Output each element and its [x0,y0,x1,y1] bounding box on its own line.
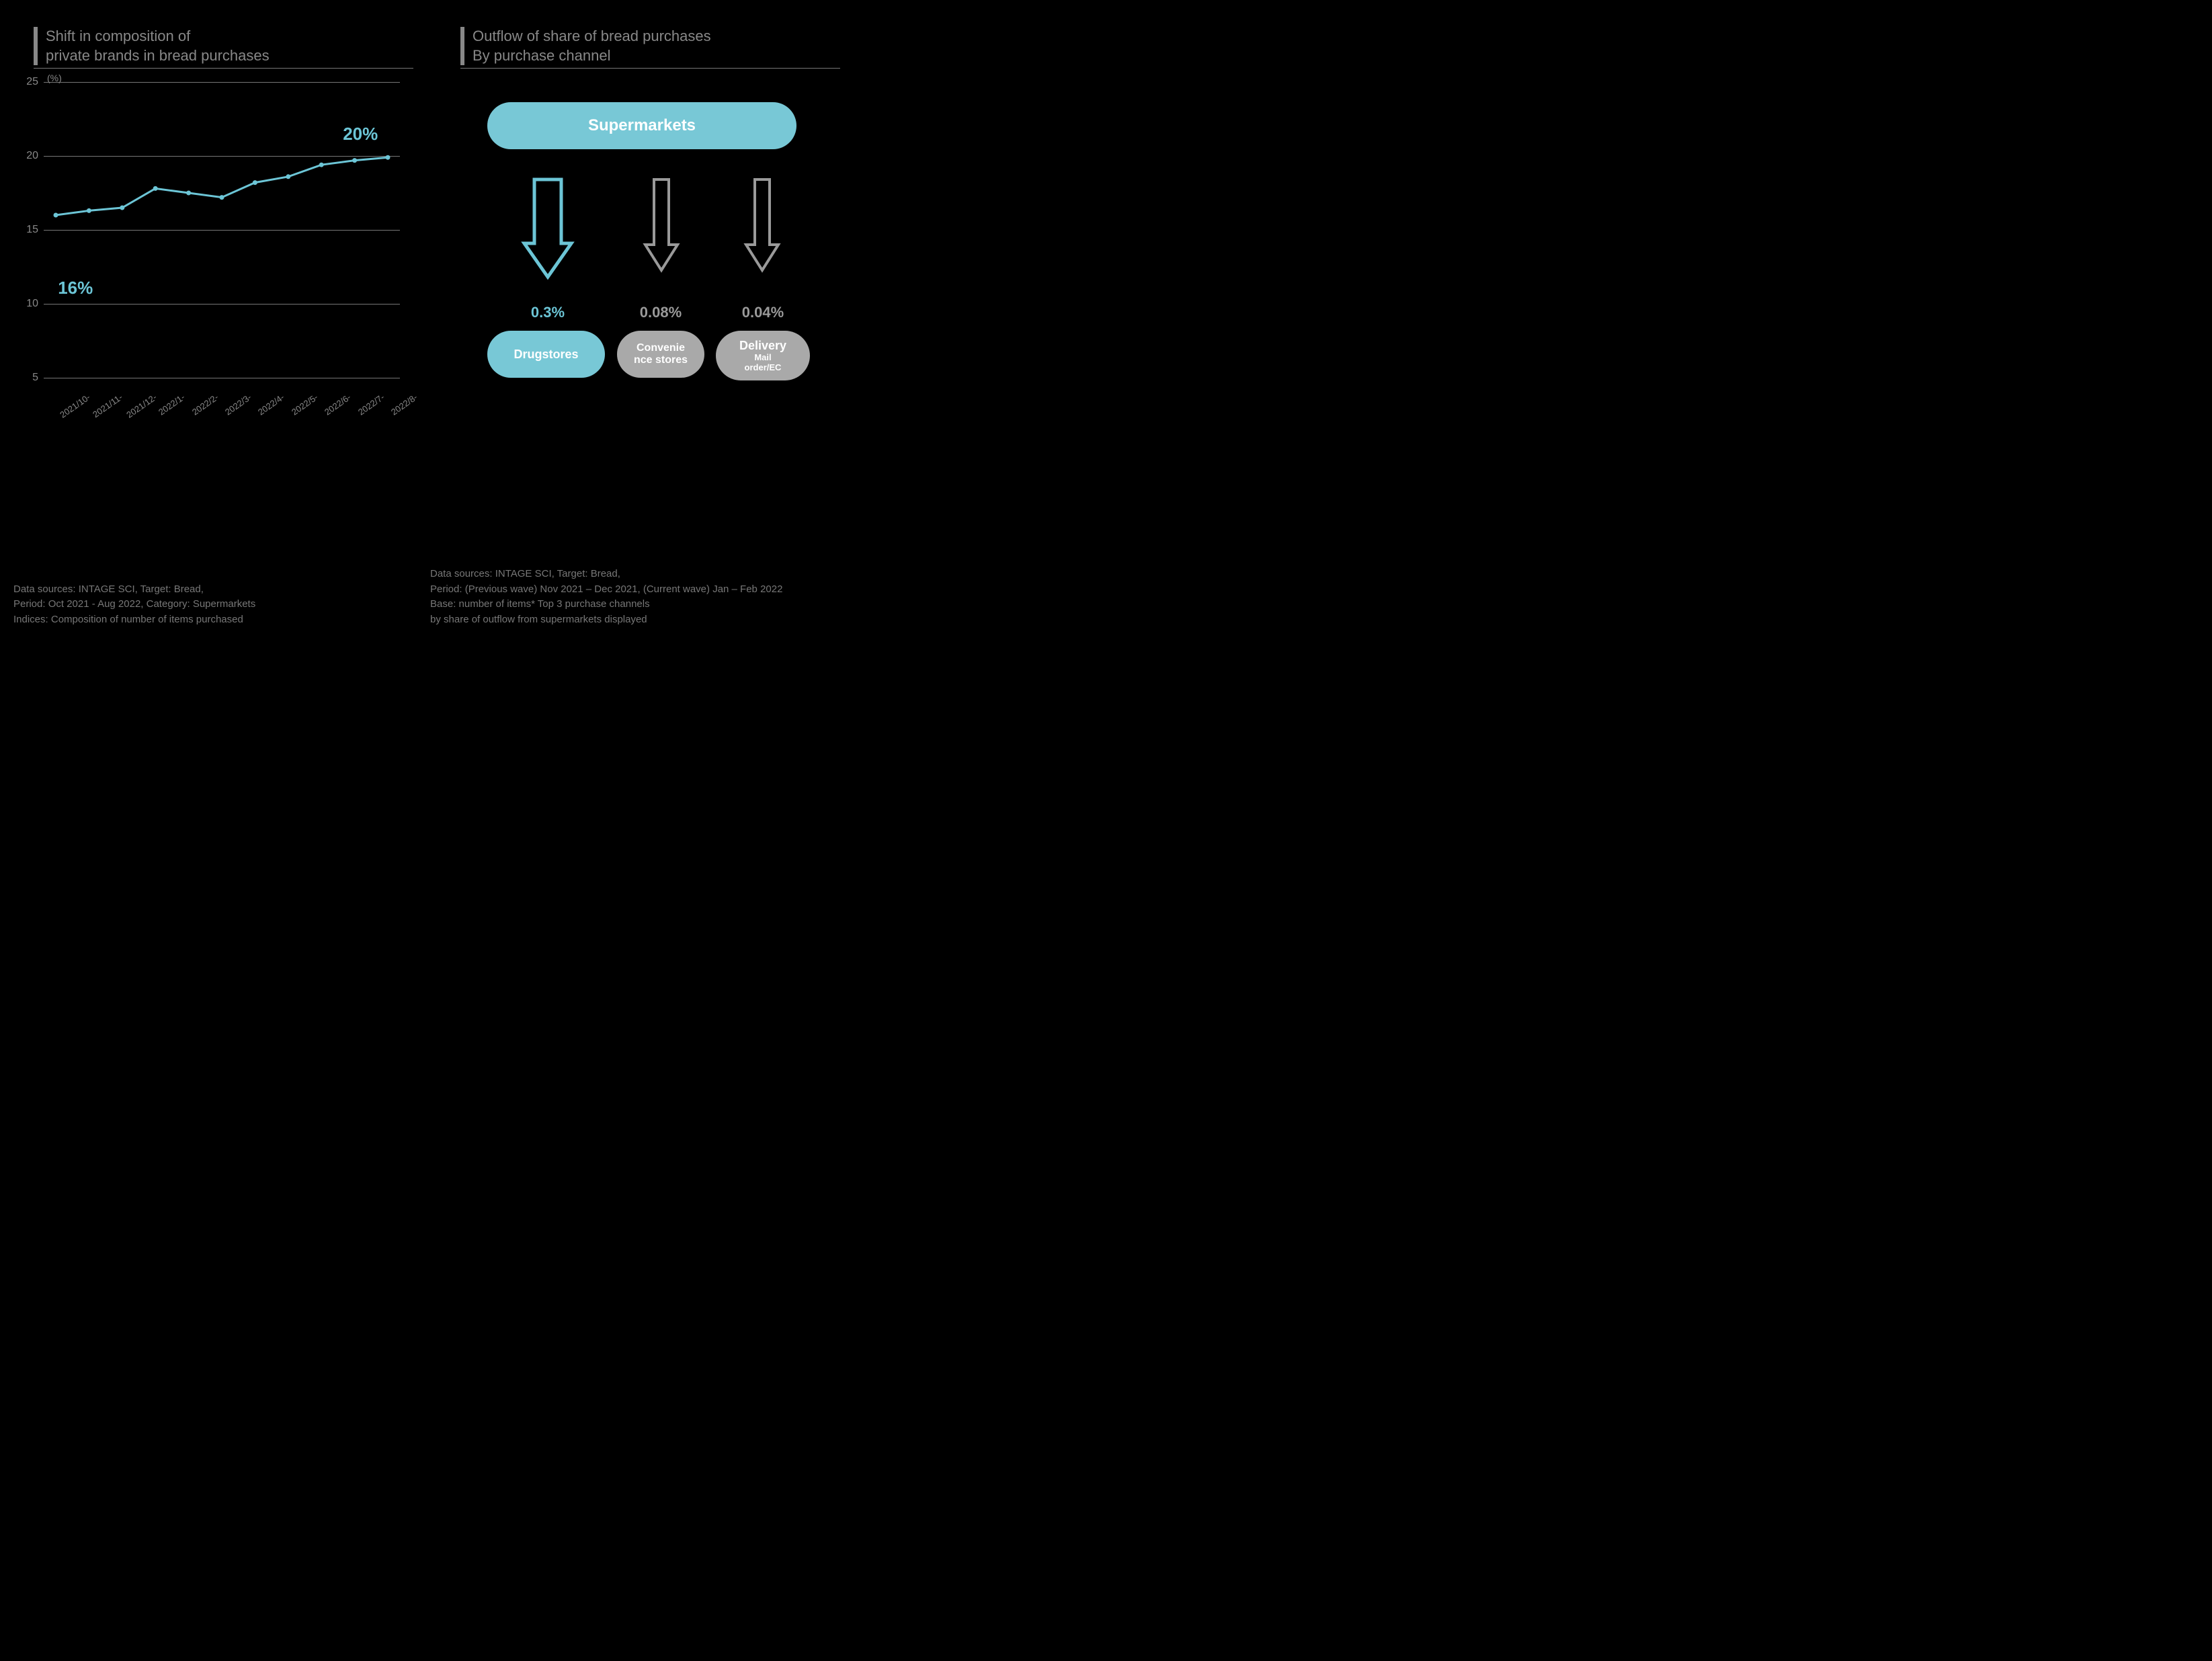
left-title-underline [34,68,413,69]
footnote-line: Period: (Previous wave) Nov 2021 – Dec 2… [430,582,847,598]
footnote-line: Period: Oct 2021 - Aug 2022, Category: S… [13,597,390,612]
flow-percent-2: 0.04% [723,304,803,321]
footnote-line: by share of outflow from supermarkets di… [430,612,847,628]
flow-arrow-1 [642,176,681,277]
left-title-line1: Shift in composition of [46,28,190,44]
x-tick-label: 2022/8- [389,392,419,417]
y-tick-label: 5 [18,372,38,384]
flow-source-pill: Supermarkets [487,102,796,149]
flow-target-pill-1: Convenience stores [617,331,704,378]
flow-diagram: Supermarkets 0.3% 0.08% 0.04% Drugstores Conv… [440,102,830,465]
flow-target-pill-0: Drugstores [487,331,605,378]
flow-target-pill-2: DeliveryMailorder/EC [716,331,810,380]
slide-container: Shift in composition of private brands i… [13,27,840,627]
flow-arrow-0 [521,176,575,284]
left-title-line2: private brands in bread purchases [46,47,270,64]
flow-target-label-line: Convenie [637,342,685,354]
x-tick-label: 2022/5- [290,392,320,417]
y-tick-label: 10 [18,298,38,310]
x-tick-label: 2022/2- [190,392,220,417]
right-title-line1: Outflow of share of bread purchases [473,28,711,44]
left-footnote: Data sources: INTAGE SCI, Target: Bread,… [13,582,390,628]
chart-plot-area: 5101520252021/10-2021/11-2021/12-2022/1-… [44,82,400,378]
chart-callout: 20% [343,124,378,145]
x-tick-label: 2022/1- [157,392,187,417]
x-tick-label: 2022/3- [223,392,253,417]
footnote-line: Data sources: INTAGE SCI, Target: Bread, [13,582,390,598]
line-chart: (%) 5101520252021/10-2021/11-2021/12-202… [13,74,403,410]
chart-callout: 16% [58,278,93,298]
right-title-line2: By purchase channel [473,47,610,64]
left-title: Shift in composition of private brands i… [34,27,413,65]
left-panel: Shift in composition of private brands i… [13,27,413,627]
y-tick-label: 20 [18,150,38,162]
flow-target-label-line: Delivery [739,339,786,353]
flow-target-label-line: nce stores [634,354,688,366]
right-title: Outflow of share of bread purchases By p… [460,27,840,65]
right-panel: Outflow of share of bread purchases By p… [440,27,840,627]
flow-target-label-line: order/EC [745,363,782,373]
x-tick-label: 2021/11- [91,392,124,419]
footnote-line: Base: number of items* Top 3 purchase ch… [430,597,847,612]
x-tick-label: 2021/10- [58,392,92,420]
x-tick-label: 2021/12- [124,392,159,420]
x-tick-label: 2022/4- [256,392,286,417]
footnote-line: Indices: Composition of number of items … [13,612,390,628]
footnote-line: Data sources: INTAGE SCI, Target: Bread, [430,567,847,582]
y-tick-label: 15 [18,224,38,236]
flow-target-label-line: Mail [754,353,771,363]
flow-percent-0: 0.3% [507,304,588,321]
x-tick-label: 2022/6- [323,392,353,417]
right-footnote: Data sources: INTAGE SCI, Target: Bread,… [430,567,847,627]
right-title-underline [460,68,840,69]
flow-target-label-line: Drugstores [514,348,578,362]
y-tick-label: 25 [18,76,38,88]
flow-percent-1: 0.08% [620,304,701,321]
x-tick-label: 2022/7- [356,392,386,417]
flow-arrow-2 [743,176,782,277]
